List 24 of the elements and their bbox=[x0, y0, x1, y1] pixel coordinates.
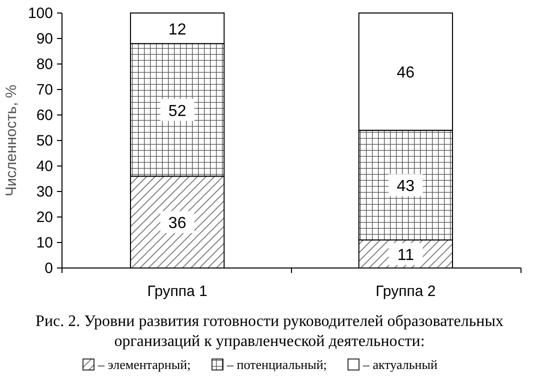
y-tick-label: 90 bbox=[36, 30, 53, 48]
legend-label: – потенциальный; bbox=[226, 357, 327, 372]
y-tick-label: 100 bbox=[28, 5, 53, 22]
y-tick-label: 60 bbox=[36, 107, 53, 124]
y-tick-label: 70 bbox=[36, 82, 53, 98]
data-label: 36 bbox=[168, 215, 186, 232]
legend-label: – элементарный; bbox=[97, 357, 191, 372]
y-axis-title: Численность, % bbox=[3, 84, 20, 196]
y-tick-label: 10 bbox=[36, 234, 53, 252]
data-label: 12 bbox=[168, 21, 186, 38]
x-tick-label: Группа 2 bbox=[376, 283, 436, 300]
y-tick-label: 30 bbox=[36, 184, 53, 200]
y-tick-label: 0 bbox=[44, 260, 53, 277]
data-label: 11 bbox=[397, 246, 414, 264]
legend-label: – актуальный bbox=[362, 357, 438, 372]
data-label: 43 bbox=[396, 178, 415, 196]
x-tick-label: Группа 1 bbox=[147, 283, 208, 300]
data-label: 46 bbox=[396, 64, 415, 82]
y-tick-label: 20 bbox=[36, 209, 53, 226]
y-tick-label: 50 bbox=[36, 132, 53, 150]
data-label: 52 bbox=[168, 102, 186, 120]
text: Рис. 2. Уровни развития готовности руководителей образовательных организаций к управленческой деятельности: bbox=[36, 313, 504, 350]
y-tick-label: 80 bbox=[36, 56, 53, 73]
y-tick-label: 40 bbox=[36, 158, 53, 175]
